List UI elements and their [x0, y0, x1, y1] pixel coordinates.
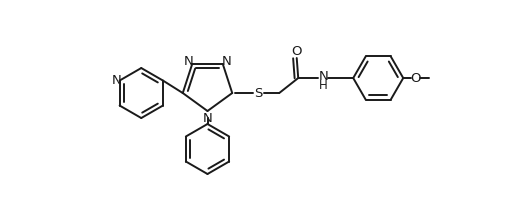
Text: S: S	[253, 86, 262, 100]
Text: H: H	[318, 79, 327, 92]
Text: O: O	[291, 45, 301, 58]
Text: N: N	[183, 55, 193, 68]
Text: N: N	[318, 70, 327, 83]
Text: N: N	[221, 55, 231, 68]
Text: N: N	[112, 74, 122, 87]
Text: N: N	[202, 111, 212, 125]
Text: O: O	[409, 71, 419, 85]
